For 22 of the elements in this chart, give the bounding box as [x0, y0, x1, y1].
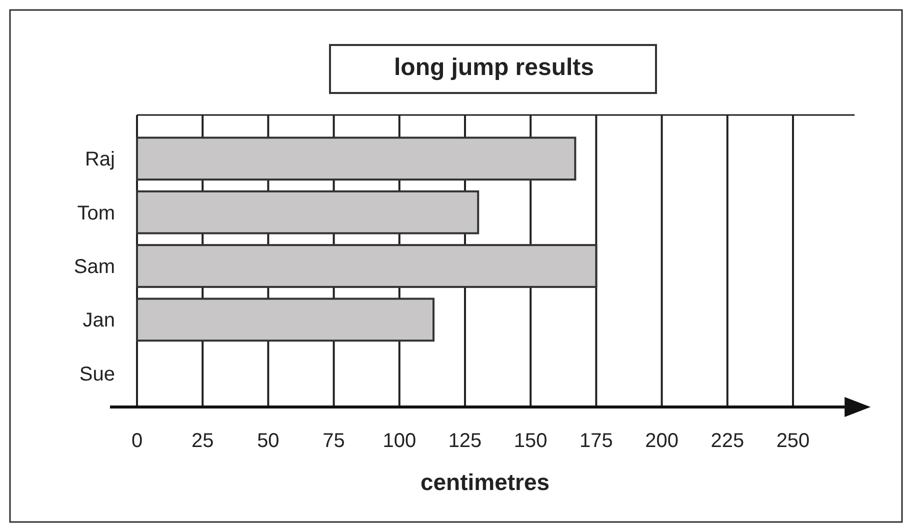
x-axis-title: centimetres	[420, 469, 550, 495]
x-tick-label: 250	[776, 430, 810, 452]
x-tick-label: 175	[580, 430, 613, 452]
y-tick-label: Sue	[79, 363, 115, 386]
x-tick-label: 125	[448, 430, 482, 452]
y-tick-label: Sam	[74, 256, 115, 278]
y-tick-label: Jan	[82, 310, 115, 332]
bar	[136, 136, 576, 181]
x-tick-label: 225	[710, 430, 744, 452]
bar	[136, 298, 435, 342]
x-tick-label: 150	[514, 430, 548, 452]
bar	[136, 190, 480, 234]
x-tick-label: 100	[382, 430, 416, 452]
x-tick-label: 0	[131, 430, 143, 452]
y-tick-label: Tom	[77, 202, 115, 224]
x-tick-label: 50	[257, 430, 280, 452]
x-tick-label: 25	[191, 430, 214, 452]
y-tick-label: Raj	[84, 148, 115, 171]
x-tick-label: 200	[645, 430, 678, 452]
x-tick-label: 75	[322, 430, 345, 452]
chart-title: long jump results	[394, 54, 594, 81]
bar	[136, 244, 598, 288]
